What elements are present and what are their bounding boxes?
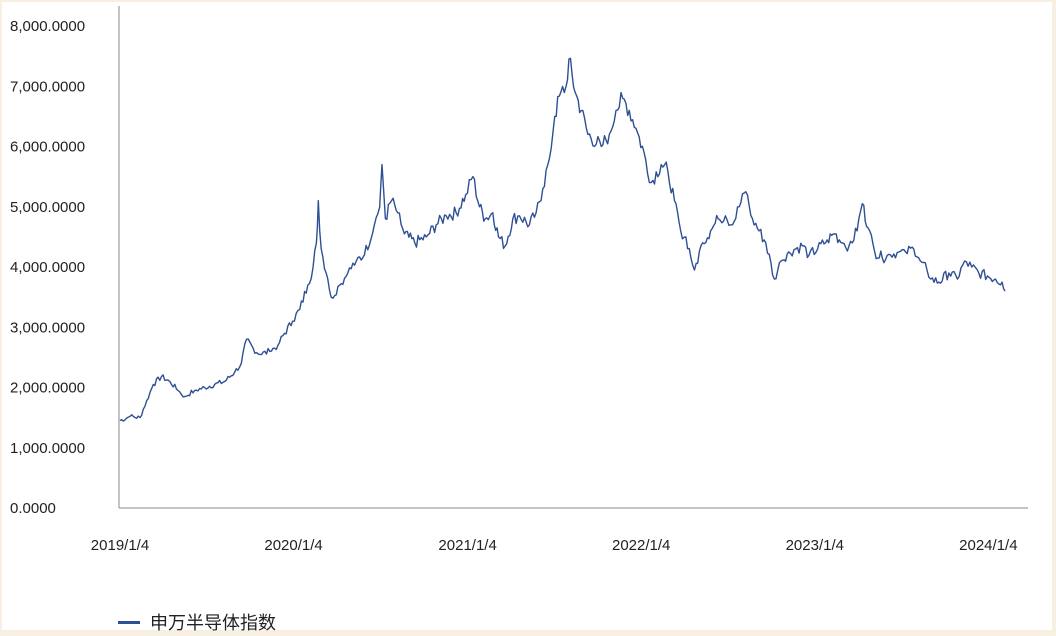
y-tick-label: 5,000.0000 [10,199,85,216]
x-tick-label: 2019/1/4 [91,537,149,554]
x-tick-label: 2022/1/4 [612,537,670,554]
y-tick-label: 2,000.0000 [10,380,85,397]
y-tick-label: 7,000.0000 [10,78,85,95]
series-line-semiconductor-index [119,57,1006,422]
legend-swatch [118,620,140,624]
line-chart: 0.0000 1,000.0000 2,000.0000 3,000.0000 4,00… [10,6,1028,554]
y-tick-label: 6,000.0000 [10,139,85,156]
x-tick-label: 2023/1/4 [786,537,844,554]
x-tick-label: 2021/1/4 [438,537,496,554]
y-tick-label: 1,000.0000 [10,440,85,457]
x-axis-ticks: 2019/1/4 2020/1/4 2021/1/4 2022/1/4 2023/1/4… [91,537,1018,554]
y-axis-ticks: 0.0000 1,000.0000 2,000.0000 3,000.0000 4,00… [10,18,85,517]
x-tick-label: 2020/1/4 [264,537,322,554]
y-tick-label: 3,000.0000 [10,319,85,336]
y-tick-label: 0.0000 [10,500,56,517]
y-tick-label: 8,000.0000 [10,18,85,35]
x-tick-label: 2024/1/4 [959,537,1017,554]
y-tick-label: 4,000.0000 [10,259,85,276]
legend-label: 申万半导体指数 [150,613,276,633]
legend: 申万半导体指数 [118,609,276,635]
